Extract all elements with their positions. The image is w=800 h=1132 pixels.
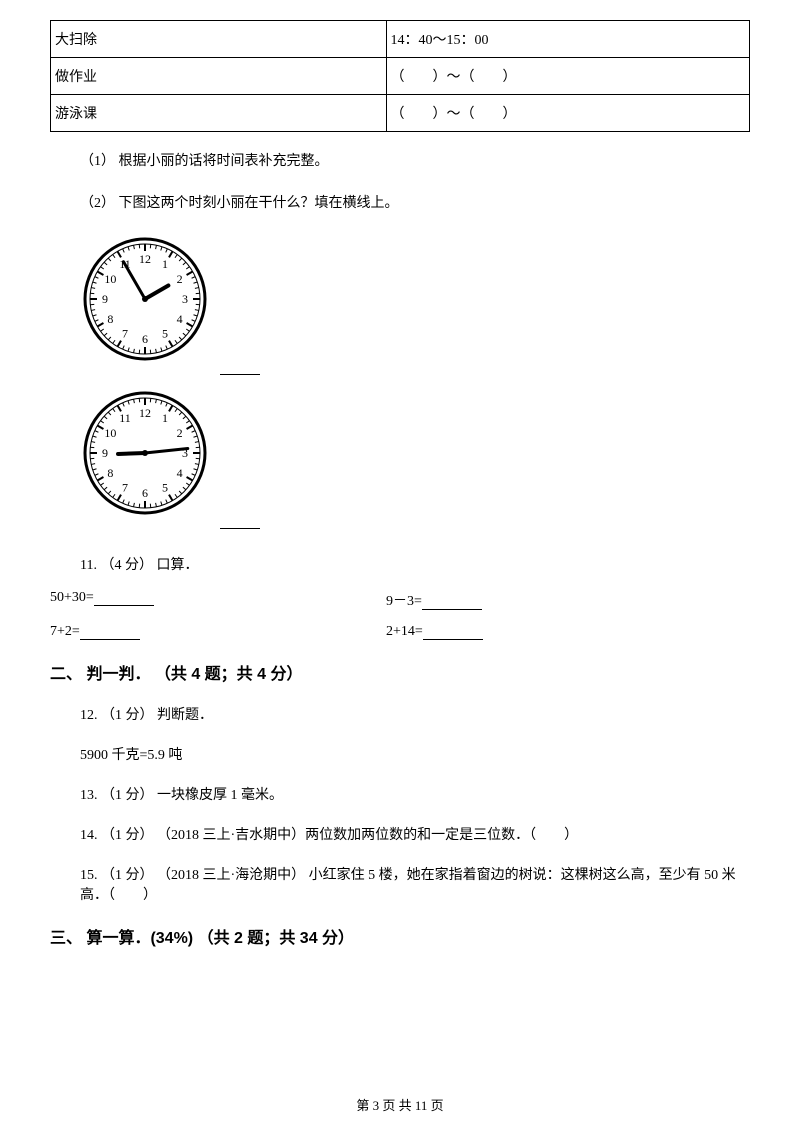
calc-expr: 2+14= <box>386 624 423 639</box>
calc-row: 50+30= 9－3= <box>50 590 750 610</box>
clock-1-wrap: 123456789101112 <box>80 234 750 380</box>
answer-blank[interactable] <box>423 626 483 640</box>
q11-label: 11. （4 分） 口算． <box>50 554 750 574</box>
clock-icon: 123456789101112 <box>80 234 210 364</box>
svg-text:5: 5 <box>162 326 168 340</box>
calc-expr: 50+30= <box>50 590 94 605</box>
svg-text:7: 7 <box>122 326 128 340</box>
answer-blank[interactable] <box>220 374 260 375</box>
svg-text:9: 9 <box>102 292 108 306</box>
svg-text:10: 10 <box>104 272 116 286</box>
svg-text:7: 7 <box>122 480 128 494</box>
schedule-table: 大扫除 14：40～15：00 做作业 （ ）～（ ） 游泳课 （ ）～（ ） <box>50 20 750 132</box>
clock-2-wrap: 123456789101112 <box>80 388 750 534</box>
svg-text:8: 8 <box>107 466 113 480</box>
page-footer: 第 3 页 共 11 页 <box>0 1095 800 1114</box>
svg-text:9: 9 <box>102 446 108 460</box>
section-2-title: 二、 判一判． （共 4 题；共 4 分） <box>50 660 750 684</box>
calc-row: 7+2= 2+14= <box>50 624 750 640</box>
activity-cell: 游泳课 <box>51 95 387 132</box>
svg-text:3: 3 <box>182 292 188 306</box>
clock-icon: 123456789101112 <box>80 388 210 518</box>
time-cell: （ ）～（ ） <box>386 58 749 95</box>
calc-expr: 7+2= <box>50 624 80 639</box>
q12-label: 12. （1 分） 判断题． <box>50 704 750 724</box>
activity-cell: 做作业 <box>51 58 387 95</box>
q15: 15. （1 分） （2018 三上·海沧期中） 小红家住 5 楼，她在家指着窗… <box>50 864 750 904</box>
svg-text:1: 1 <box>162 411 168 425</box>
svg-text:10: 10 <box>104 426 116 440</box>
activity-cell: 大扫除 <box>51 21 387 58</box>
table-row: 大扫除 14：40～15：00 <box>51 21 750 58</box>
q14: 14. （1 分） （2018 三上·吉水期中）两位数加两位数的和一定是三位数．… <box>50 824 750 844</box>
svg-text:1: 1 <box>162 257 168 271</box>
answer-blank[interactable] <box>80 626 140 640</box>
time-cell: （ ）～（ ） <box>386 95 749 132</box>
table-row: 做作业 （ ）～（ ） <box>51 58 750 95</box>
prompt-2: （2） 下图这两个时刻小丽在干什么？填在横线上。 <box>50 192 750 212</box>
svg-text:2: 2 <box>177 426 183 440</box>
svg-text:2: 2 <box>177 272 183 286</box>
prompt-1: （1） 根据小丽的话将时间表补充完整。 <box>50 150 750 170</box>
time-cell: 14：40～15：00 <box>386 21 749 58</box>
svg-text:6: 6 <box>142 332 148 346</box>
svg-text:4: 4 <box>177 466 183 480</box>
section-3-title: 三、 算一算．(34%) （共 2 题；共 34 分） <box>50 924 750 948</box>
answer-blank[interactable] <box>220 528 260 529</box>
calc-expr: 9－3= <box>386 594 422 609</box>
svg-text:11: 11 <box>119 411 131 425</box>
svg-text:12: 12 <box>139 406 151 420</box>
svg-text:5: 5 <box>162 480 168 494</box>
answer-blank[interactable] <box>422 596 482 610</box>
q13: 13. （1 分） 一块橡皮厚 1 毫米。 <box>50 784 750 804</box>
svg-text:6: 6 <box>142 486 148 500</box>
table-row: 游泳课 （ ）～（ ） <box>51 95 750 132</box>
svg-text:8: 8 <box>107 312 113 326</box>
q12-body: 5900 千克=5.9 吨 <box>50 744 750 764</box>
svg-text:4: 4 <box>177 312 183 326</box>
answer-blank[interactable] <box>94 592 154 606</box>
svg-text:12: 12 <box>139 252 151 266</box>
